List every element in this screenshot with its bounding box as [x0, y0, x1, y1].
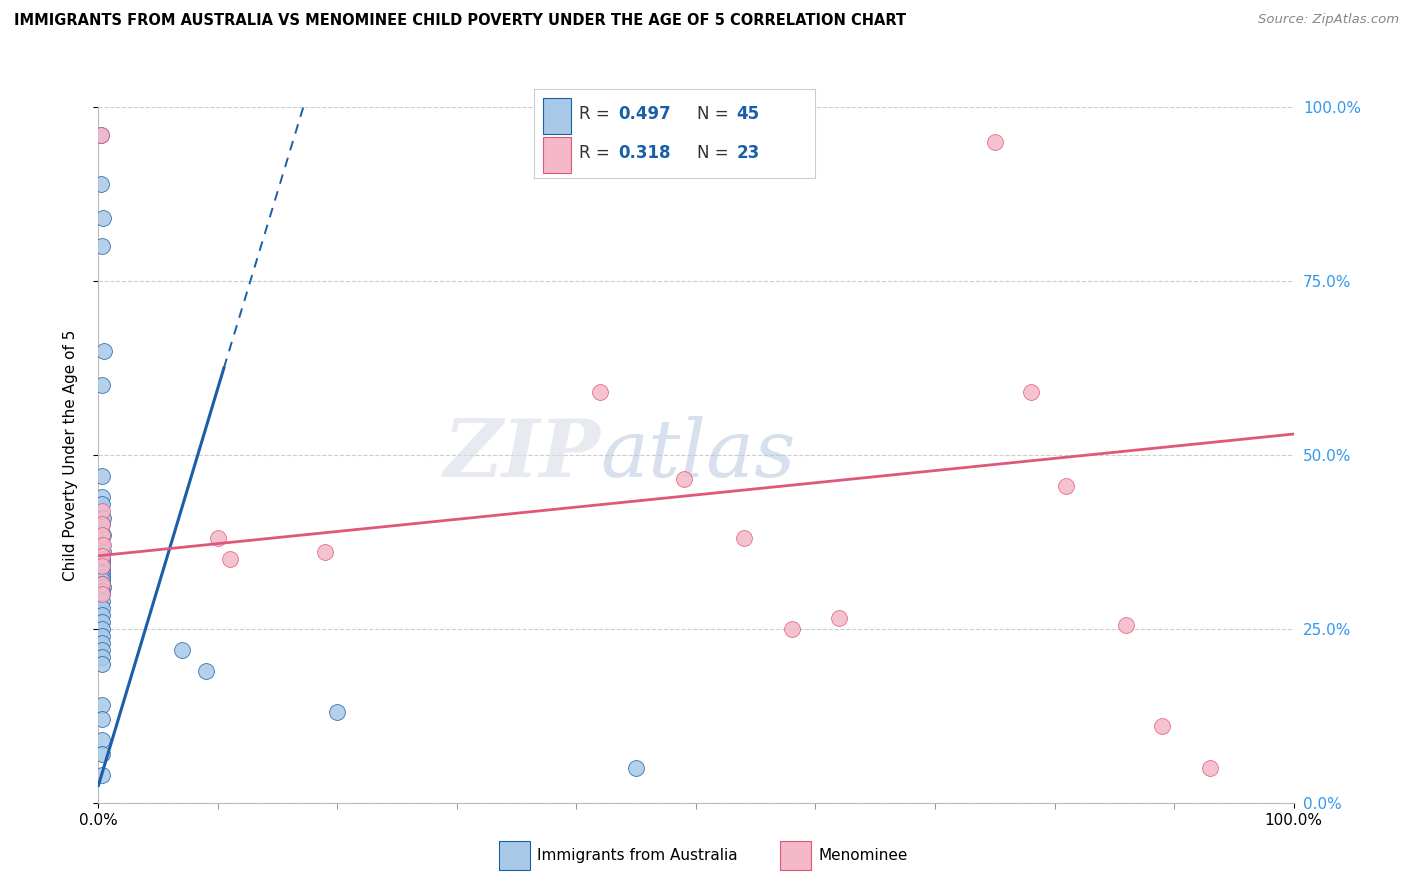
Point: [91, 549, 114, 563]
Point: [194, 664, 218, 678]
Point: [91, 528, 114, 542]
Point: [91, 768, 114, 782]
Point: [91, 211, 114, 226]
Text: N =: N =: [697, 105, 734, 123]
Point: [91, 747, 114, 761]
Point: [91, 587, 114, 601]
Point: [91, 642, 114, 657]
Point: [91, 698, 114, 713]
Point: [91, 622, 114, 636]
Point: [91, 594, 114, 608]
Point: [91, 563, 114, 577]
Point: [828, 611, 851, 625]
Point: [90, 177, 112, 191]
Text: 0.318: 0.318: [619, 145, 671, 162]
Point: [91, 733, 114, 747]
Point: [91, 556, 114, 570]
Text: IMMIGRANTS FROM AUSTRALIA VS MENOMINEE CHILD POVERTY UNDER THE AGE OF 5 CORRELAT: IMMIGRANTS FROM AUSTRALIA VS MENOMINEE C…: [14, 13, 907, 29]
Y-axis label: Child Poverty Under the Age of 5: Child Poverty Under the Age of 5: [63, 329, 77, 581]
Point: [673, 472, 696, 486]
Point: [91, 497, 114, 511]
Point: [91, 559, 114, 574]
Point: [91, 649, 114, 664]
Point: [90, 128, 112, 142]
Point: [1198, 761, 1220, 775]
Point: [91, 636, 114, 650]
Point: [91, 573, 114, 587]
Point: [91, 517, 114, 532]
Text: N =: N =: [697, 145, 734, 162]
Point: [91, 583, 114, 598]
Text: R =: R =: [579, 145, 616, 162]
Point: [172, 642, 194, 657]
Point: [91, 517, 114, 532]
Point: [91, 510, 114, 524]
Point: [219, 552, 242, 566]
Point: [91, 607, 114, 622]
Point: [91, 587, 114, 601]
Text: 0.497: 0.497: [619, 105, 672, 123]
Point: [780, 622, 803, 636]
Point: [91, 503, 114, 517]
Point: [91, 601, 114, 615]
Point: [91, 552, 114, 566]
Point: [315, 545, 337, 559]
Text: Source: ZipAtlas.com: Source: ZipAtlas.com: [1258, 13, 1399, 27]
Point: [207, 532, 229, 546]
Point: [93, 343, 115, 358]
Point: [91, 576, 114, 591]
Point: [91, 566, 114, 581]
Point: [91, 576, 114, 591]
FancyBboxPatch shape: [543, 98, 571, 134]
Point: [91, 538, 114, 552]
Point: [984, 135, 1007, 149]
Point: [91, 570, 114, 584]
Point: [91, 378, 114, 392]
Point: [1019, 385, 1042, 400]
Point: [91, 559, 114, 574]
Point: [1054, 479, 1078, 493]
Text: 45: 45: [737, 105, 759, 123]
Point: [326, 706, 349, 720]
Text: Menominee: Menominee: [818, 848, 908, 863]
Point: [1150, 719, 1173, 733]
Point: [91, 490, 114, 504]
Point: [1115, 618, 1137, 632]
Point: [91, 538, 114, 552]
Point: [91, 549, 114, 563]
FancyBboxPatch shape: [543, 137, 571, 173]
Text: 23: 23: [737, 145, 761, 162]
Text: ZIP: ZIP: [443, 417, 600, 493]
Point: [91, 615, 114, 629]
Point: [91, 657, 114, 671]
Point: [91, 712, 114, 726]
Text: Immigrants from Australia: Immigrants from Australia: [537, 848, 738, 863]
Point: [91, 545, 114, 559]
Point: [733, 532, 755, 546]
Point: [91, 580, 114, 594]
Point: [91, 528, 114, 542]
Point: [91, 239, 114, 253]
Point: [91, 629, 114, 643]
Text: R =: R =: [579, 105, 616, 123]
Point: [90, 128, 112, 142]
Text: atlas: atlas: [600, 417, 796, 493]
Point: [589, 385, 612, 400]
Point: [626, 761, 648, 775]
Point: [91, 468, 114, 483]
